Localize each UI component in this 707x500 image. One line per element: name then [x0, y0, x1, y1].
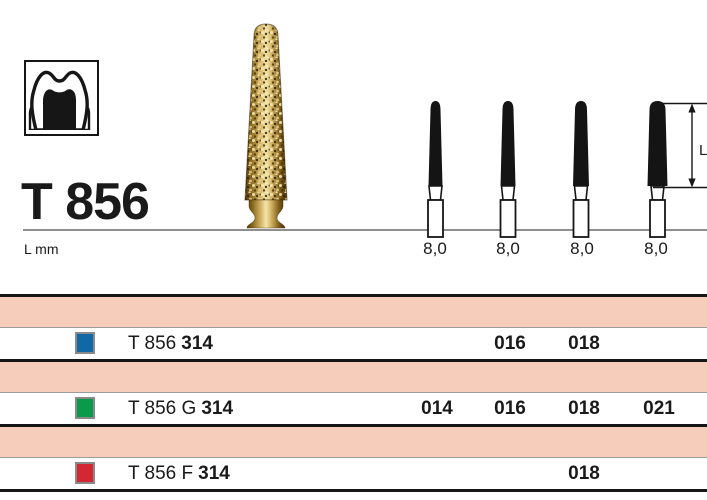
divider-line [0, 359, 707, 362]
divider-line [0, 457, 707, 458]
table-row: T 856 314 016 018 [0, 328, 707, 359]
spacer-band [0, 297, 707, 327]
dimension-label: L [699, 142, 707, 159]
molar-tooth-drawing [28, 70, 91, 132]
divider-line [0, 424, 707, 427]
length-label: 8,0 [570, 239, 594, 258]
bur-silhouettes-diagram [427, 101, 707, 238]
length-label: 8,0 [644, 239, 668, 258]
spacer-band [0, 427, 707, 457]
baseline-rule [23, 229, 707, 231]
size-value: 016 [494, 333, 526, 354]
size-value: 021 [643, 398, 675, 419]
diamond-bur-photo [244, 23, 288, 229]
product-table: T 856 314 016 018 T 856 G 314 014 016 018 … [0, 294, 707, 492]
size-value: 018 [568, 463, 600, 484]
molar-tooth-icon [24, 60, 99, 136]
length-label: 8,0 [423, 239, 447, 258]
page-title: T 856 [21, 173, 150, 231]
table-row: T 856 G 314 014 016 018 021 [0, 393, 707, 424]
spacer-band [0, 362, 707, 392]
unit-label: L mm [24, 241, 59, 257]
divider-line [0, 294, 707, 297]
product-code: T 856 G 314 [128, 398, 234, 419]
divider-line [0, 489, 707, 492]
size-value: 018 [568, 333, 600, 354]
size-value: 014 [421, 398, 453, 419]
color-swatch [75, 462, 95, 484]
size-value: 018 [568, 398, 600, 419]
divider-line [0, 392, 707, 393]
table-row: T 856 F 314 018 [0, 458, 707, 489]
size-value: 016 [494, 398, 526, 419]
product-code: T 856 F 314 [128, 463, 230, 484]
length-label: 8,0 [496, 239, 520, 258]
color-swatch [75, 397, 95, 419]
color-swatch [75, 332, 95, 354]
dimension-arrow [653, 102, 707, 189]
product-code: T 856 314 [128, 333, 213, 354]
divider-line [0, 327, 707, 328]
